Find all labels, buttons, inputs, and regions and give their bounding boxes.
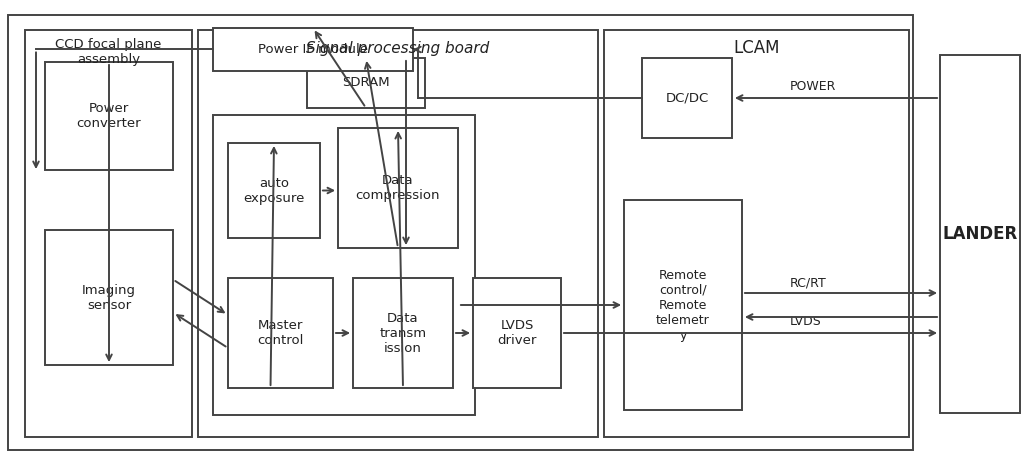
Bar [213, 115, 475, 415]
Text: LVDS: LVDS [790, 314, 822, 327]
Text: LCAM: LCAM [733, 39, 779, 57]
Text: Remote
control/
Remote
telemetr
y: Remote control/ Remote telemetr y [656, 268, 710, 341]
Bar [213, 28, 413, 71]
Text: Master
control: Master control [258, 319, 304, 347]
Bar [940, 55, 1020, 413]
Bar [624, 200, 742, 410]
Bar [604, 30, 909, 437]
Text: SDRAM: SDRAM [342, 77, 390, 89]
Bar [228, 278, 333, 388]
Text: POWER: POWER [790, 80, 836, 93]
Bar [198, 30, 598, 437]
Text: DC/DC: DC/DC [665, 92, 708, 105]
Text: LVDS
driver: LVDS driver [497, 319, 537, 347]
Text: RC/RT: RC/RT [790, 277, 827, 290]
Text: Power
converter: Power converter [76, 102, 141, 130]
Text: CCD focal plane
assembly: CCD focal plane assembly [56, 38, 162, 66]
Text: Power IF module: Power IF module [258, 43, 368, 56]
Bar [307, 58, 425, 108]
Bar [228, 143, 320, 238]
Text: Data
transm
ission: Data transm ission [379, 312, 427, 354]
Bar [338, 128, 458, 248]
Bar [473, 278, 561, 388]
Bar [45, 62, 173, 170]
Bar [45, 230, 173, 365]
Text: Imaging
sensor: Imaging sensor [82, 284, 136, 312]
Bar [642, 58, 732, 138]
Bar [8, 15, 913, 450]
Bar [25, 30, 192, 437]
Text: auto
exposure: auto exposure [243, 177, 305, 205]
Text: LANDER: LANDER [942, 225, 1018, 243]
Text: Signal processing board: Signal processing board [306, 40, 490, 55]
Text: Data
compression: Data compression [356, 174, 440, 202]
Bar [353, 278, 453, 388]
